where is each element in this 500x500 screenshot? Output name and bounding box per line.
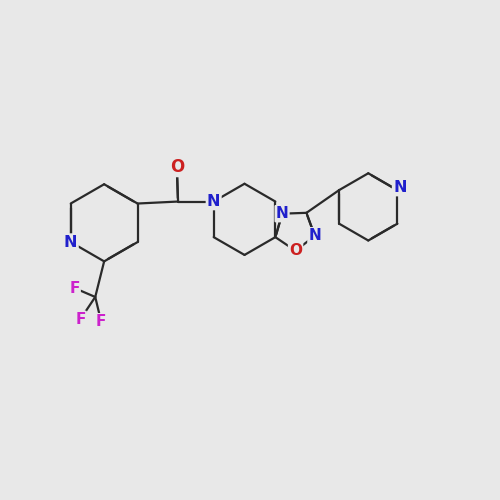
Text: N: N (207, 194, 220, 209)
Text: O: O (289, 244, 302, 258)
Text: N: N (393, 180, 406, 195)
Text: F: F (75, 312, 86, 326)
Text: N: N (308, 228, 321, 244)
Text: N: N (64, 234, 78, 250)
Text: F: F (96, 314, 106, 329)
Text: O: O (170, 158, 184, 176)
Text: N: N (276, 206, 288, 221)
Text: F: F (70, 280, 80, 295)
